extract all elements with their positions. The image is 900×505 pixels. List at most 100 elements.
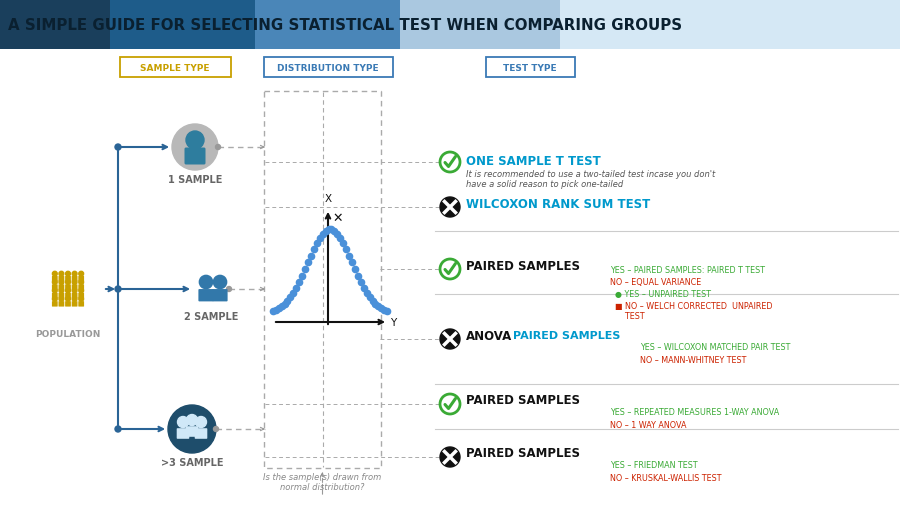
FancyBboxPatch shape [78,276,84,282]
FancyBboxPatch shape [65,276,71,282]
Text: PAIRED SAMPLES: PAIRED SAMPLES [513,330,620,340]
Circle shape [52,280,58,285]
Text: SAMPLE TYPE: SAMPLE TYPE [140,63,210,72]
FancyBboxPatch shape [72,301,77,307]
FancyBboxPatch shape [78,293,84,298]
Text: NO – EQUAL VARIANCE: NO – EQUAL VARIANCE [610,277,701,286]
Text: X: X [324,193,331,204]
FancyBboxPatch shape [120,58,230,78]
Circle shape [115,286,121,292]
Circle shape [227,287,231,292]
Text: TEST TYPE: TEST TYPE [503,63,557,72]
FancyBboxPatch shape [194,428,207,439]
Circle shape [79,297,84,301]
Bar [560,0,900,50]
Text: ✕: ✕ [333,211,343,224]
Circle shape [72,297,77,301]
Text: ONE SAMPLE T TEST: ONE SAMPLE T TEST [466,155,601,168]
Circle shape [52,288,58,293]
Circle shape [72,288,77,293]
FancyBboxPatch shape [58,285,64,290]
FancyBboxPatch shape [264,58,392,78]
Text: ANOVA: ANOVA [466,329,512,342]
Text: PAIRED SAMPLES: PAIRED SAMPLES [466,394,580,407]
Bar [400,0,560,50]
Circle shape [177,417,188,428]
Text: NO – 1 WAY ANOVA: NO – 1 WAY ANOVA [610,420,687,429]
Text: YES – PAIRED SAMPLES: PAIRED T TEST: YES – PAIRED SAMPLES: PAIRED T TEST [610,266,765,274]
Text: A SIMPLE GUIDE FOR SELECTING STATISTICAL TEST WHEN COMPARING GROUPS: A SIMPLE GUIDE FOR SELECTING STATISTICAL… [8,18,682,32]
FancyBboxPatch shape [58,301,64,307]
FancyBboxPatch shape [185,426,198,437]
Text: ● YES – UNPAIRED TEST: ● YES – UNPAIRED TEST [610,289,711,298]
FancyBboxPatch shape [198,289,213,302]
Text: NO – KRUSKAL-WALLIS TEST: NO – KRUSKAL-WALLIS TEST [610,473,722,482]
Circle shape [59,272,64,277]
Circle shape [66,280,70,285]
Bar [255,0,400,50]
Circle shape [52,272,58,277]
Text: YES – REPEATED MEASURES 1-WAY ANOVA: YES – REPEATED MEASURES 1-WAY ANOVA [610,407,779,416]
Circle shape [59,288,64,293]
Text: PAIRED SAMPLES: PAIRED SAMPLES [466,446,580,460]
Bar [0,0,110,50]
Text: It is recommended to use a two-tailed test incase you don't
have a solid reason : It is recommended to use a two-tailed te… [466,170,716,189]
Circle shape [215,145,220,150]
FancyBboxPatch shape [176,428,189,439]
Circle shape [213,276,227,289]
Text: ■ NO – WELCH CORRECTED  UNPAIRED
      TEST: ■ NO – WELCH CORRECTED UNPAIRED TEST [610,301,772,321]
Text: >3 SAMPLE: >3 SAMPLE [161,457,223,467]
FancyBboxPatch shape [58,293,64,298]
FancyBboxPatch shape [52,285,58,290]
Circle shape [172,125,218,171]
Circle shape [440,260,460,279]
Circle shape [115,145,121,150]
Bar [110,0,255,50]
Text: 1 SAMPLE: 1 SAMPLE [167,175,222,185]
FancyBboxPatch shape [184,148,205,165]
Circle shape [52,297,58,301]
Circle shape [440,447,460,467]
FancyBboxPatch shape [485,58,574,78]
Circle shape [213,427,219,432]
FancyBboxPatch shape [58,276,64,282]
Circle shape [440,197,460,218]
Circle shape [66,297,70,301]
Circle shape [186,415,197,426]
Circle shape [186,132,204,149]
FancyBboxPatch shape [65,285,71,290]
Circle shape [168,405,216,453]
Text: YES – FRIEDMAN TEST: YES – FRIEDMAN TEST [610,460,698,469]
FancyBboxPatch shape [72,285,77,290]
FancyBboxPatch shape [72,293,77,298]
FancyBboxPatch shape [52,276,58,282]
Circle shape [440,153,460,173]
FancyBboxPatch shape [78,301,84,307]
Text: WILCOXON RANK SUM TEST: WILCOXON RANK SUM TEST [466,197,650,210]
FancyBboxPatch shape [72,276,77,282]
Circle shape [440,329,460,349]
Circle shape [79,288,84,293]
Circle shape [72,272,77,277]
Text: 2 SAMPLE: 2 SAMPLE [184,312,239,321]
Text: NO – MANN-WHITNEY TEST: NO – MANN-WHITNEY TEST [640,356,746,364]
Text: Y: Y [390,317,396,327]
Circle shape [66,272,70,277]
Text: YES – WILCOXON MATCHED PAIR TEST: YES – WILCOXON MATCHED PAIR TEST [640,342,790,351]
Text: POPULATION: POPULATION [35,329,101,338]
Circle shape [59,280,64,285]
Circle shape [200,276,212,289]
Circle shape [79,280,84,285]
FancyBboxPatch shape [52,301,58,307]
Text: Is the sample(s) drawn from
normal distribution?: Is the sample(s) drawn from normal distr… [264,472,382,491]
Circle shape [195,417,206,428]
Circle shape [66,288,70,293]
FancyBboxPatch shape [52,293,58,298]
Text: DISTRIBUTION TYPE: DISTRIBUTION TYPE [277,63,379,72]
Circle shape [115,426,121,432]
Circle shape [72,280,77,285]
Circle shape [59,297,64,301]
FancyBboxPatch shape [78,285,84,290]
FancyBboxPatch shape [65,293,71,298]
Circle shape [79,272,84,277]
